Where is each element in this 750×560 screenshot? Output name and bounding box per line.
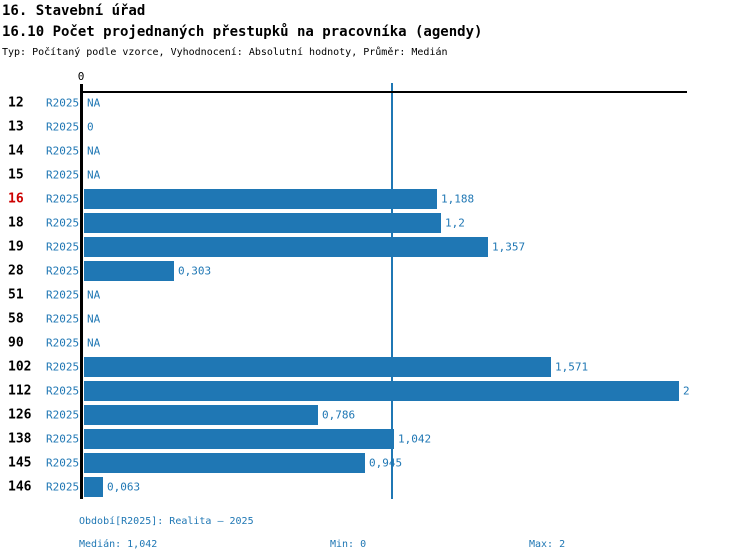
bar-value-label: NA [87, 168, 101, 182]
bar-value-label: 0,303 [178, 264, 212, 278]
bar-row: 16 R2025 1,188 [0, 187, 750, 211]
row-category-label: 28 [8, 263, 24, 279]
bar-row: 90 R2025 NA [0, 331, 750, 355]
value-bar [84, 213, 441, 233]
row-category-label: 12 [8, 95, 24, 111]
bar-value-label: NA [87, 312, 101, 326]
value-bar [84, 189, 437, 209]
row-category-label: 19 [8, 239, 24, 255]
row-series-label: R2025 [46, 288, 80, 302]
bar-value-label: 1,357 [492, 240, 526, 254]
row-category-label: 13 [8, 119, 24, 135]
row-category-label: 90 [8, 335, 24, 351]
bar-row: 28 R2025 0,303 [0, 259, 750, 283]
bar-row: 146 R2025 0,063 [0, 475, 750, 499]
row-series-label: R2025 [46, 408, 80, 422]
bar-row: 51 R2025 NA [0, 283, 750, 307]
chart-meta-line: Typ: Počítaný podle vzorce, Vyhodnocení:… [2, 47, 448, 58]
bar-row: 12 R2025 NA [0, 91, 750, 115]
footer-median: Medián: 1,042 [79, 539, 158, 550]
footer-period: Období[R2025]: Realita – 2025 [79, 516, 254, 527]
value-bar [84, 429, 394, 449]
bar-value-label: NA [87, 288, 101, 302]
row-series-label: R2025 [46, 120, 80, 134]
bar-row: 138 R2025 1,042 [0, 427, 750, 451]
row-series-label: R2025 [46, 264, 80, 278]
value-bar [84, 237, 488, 257]
value-bar [84, 453, 365, 473]
row-series-label: R2025 [46, 192, 80, 206]
row-category-label: 126 [8, 407, 32, 423]
row-category-label: 18 [8, 215, 24, 231]
row-category-label: 102 [8, 359, 32, 375]
row-category-label: 58 [8, 311, 24, 327]
bar-row: 126 R2025 0,786 [0, 403, 750, 427]
bar-value-label: 1,188 [441, 192, 475, 206]
row-series-label: R2025 [46, 216, 80, 230]
row-category-label: 145 [8, 455, 32, 471]
value-bar [84, 477, 103, 497]
bar-value-label: 0,063 [107, 480, 141, 494]
footer-min: Min: 0 [330, 539, 367, 550]
bar-value-label: NA [87, 144, 101, 158]
row-series-label: R2025 [46, 336, 80, 350]
row-series-label: R2025 [46, 480, 80, 494]
bar-row: 18 R2025 1,2 [0, 211, 750, 235]
bar-row: 14 R2025 NA [0, 139, 750, 163]
median-reference-line [391, 83, 393, 499]
row-category-label: 138 [8, 431, 32, 447]
bar-value-label: 1,571 [555, 360, 589, 374]
bar-value-label: 0,786 [322, 408, 356, 422]
value-bar [84, 405, 318, 425]
value-bar [84, 381, 679, 401]
row-series-label: R2025 [46, 144, 80, 158]
bar-row: 13 R2025 0 [0, 115, 750, 139]
row-category-label: 15 [8, 167, 24, 183]
row-category-label: 146 [8, 479, 32, 495]
row-category-label: 51 [8, 287, 24, 303]
x-axis-tick-zero: 0 [77, 70, 85, 83]
row-series-label: R2025 [46, 432, 80, 446]
row-category-label: 14 [8, 143, 24, 159]
bar-value-label: 0 [87, 120, 94, 134]
footer-max: Max: 2 [529, 539, 566, 550]
row-series-label: R2025 [46, 384, 80, 398]
row-series-label: R2025 [46, 456, 80, 470]
row-series-label: R2025 [46, 240, 80, 254]
value-bar [84, 357, 551, 377]
bar-row: 58 R2025 NA [0, 307, 750, 331]
bar-value-label: 2 [683, 384, 690, 398]
bar-value-label: 0,945 [369, 456, 403, 470]
bar-row: 145 R2025 0,945 [0, 451, 750, 475]
row-series-label: R2025 [46, 96, 80, 110]
row-series-label: R2025 [46, 312, 80, 326]
bar-row: 19 R2025 1,357 [0, 235, 750, 259]
chart-title: 16.10 Počet projednaných přestupků na pr… [2, 24, 483, 40]
x-axis-top-rule [80, 91, 687, 93]
row-category-label: 112 [8, 383, 32, 399]
bar-value-label: NA [87, 336, 101, 350]
report-section-title: 16. Stavební úřad [2, 3, 146, 19]
bar-value-label: NA [87, 96, 101, 110]
bar-row: 15 R2025 NA [0, 163, 750, 187]
bar-row: 112 R2025 2 [0, 379, 750, 403]
bar-value-label: 1,042 [398, 432, 432, 446]
bar-row: 102 R2025 1,571 [0, 355, 750, 379]
row-series-label: R2025 [46, 168, 80, 182]
y-axis-line [80, 84, 83, 499]
row-category-label-highlighted: 16 [8, 191, 24, 207]
bar-value-label: 1,2 [445, 216, 465, 230]
value-bar [84, 261, 174, 281]
row-series-label: R2025 [46, 360, 80, 374]
